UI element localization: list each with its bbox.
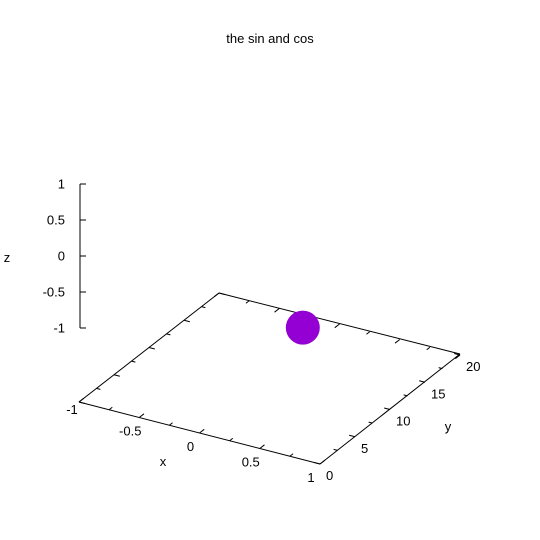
x-tick-back-1 <box>274 308 280 313</box>
y-tick-label-4: 20 <box>466 359 480 374</box>
ticks <box>78 183 461 465</box>
x-tick-back-3 <box>394 339 401 344</box>
x-axis-back-edge <box>218 292 461 355</box>
y-tick-label-1: 5 <box>361 441 368 456</box>
x-tick-1 <box>138 413 145 418</box>
x-tick-2 <box>199 428 205 434</box>
x-minor-tick-2 <box>229 437 234 442</box>
z-axis-label: z <box>4 250 11 265</box>
x-tick-0 <box>78 397 85 403</box>
y-tick-1 <box>349 434 356 438</box>
y-tick-label-0: 0 <box>326 468 333 483</box>
x-tick-label-3: 0.5 <box>242 455 260 470</box>
x-tick-label-4: 1 <box>307 470 314 485</box>
y-minor-tick-1 <box>368 421 373 424</box>
y-tick-left-4 <box>218 292 225 295</box>
y-tick-3 <box>419 380 426 383</box>
y-tick-0 <box>314 462 321 465</box>
y-tick-left-1 <box>113 374 120 377</box>
x-minor-tick-1 <box>169 422 173 426</box>
x-tick-back-4 <box>454 354 461 360</box>
x-tick-label-0: -1 <box>66 402 78 417</box>
y-tick-label-2: 10 <box>396 414 410 429</box>
x-tick-back-2 <box>334 323 340 329</box>
x-tick-label-1: -0.5 <box>119 424 141 439</box>
y-minor-tick-left-3 <box>201 306 206 309</box>
y-axis-label: y <box>445 419 452 434</box>
x-tick-label-2: 0 <box>187 439 194 454</box>
y-tick-label-3: 15 <box>431 386 445 401</box>
y-minor-tick-left-2 <box>166 333 171 336</box>
x-minor-tick-back-3 <box>426 346 431 351</box>
y-tick-2 <box>384 407 391 410</box>
x-tick-back-0 <box>213 292 220 298</box>
y-minor-tick-3 <box>438 367 443 370</box>
y-minor-tick-left-0 <box>96 387 101 390</box>
y-minor-tick-left-1 <box>131 360 136 363</box>
chart-title: the sin and cos <box>226 31 314 46</box>
y-minor-tick-2 <box>403 394 408 397</box>
data-point-0-0 <box>285 310 320 345</box>
y-tick-left-3 <box>183 319 190 323</box>
y-minor-tick-0 <box>333 448 338 451</box>
data-points <box>285 310 320 345</box>
z-tick-label-3: 0.5 <box>47 213 65 228</box>
x-tick-3 <box>259 444 265 449</box>
x-minor-tick-0 <box>108 406 113 411</box>
z-tick-label-4: 1 <box>58 177 65 192</box>
z-tick-label-1: -0.5 <box>43 285 65 300</box>
x-minor-tick-back-2 <box>366 331 370 335</box>
x-axis-label: x <box>160 454 167 469</box>
x-tick-4 <box>319 459 326 465</box>
x-minor-tick-3 <box>289 453 294 457</box>
z-tick-label-0: -1 <box>53 321 65 336</box>
x-minor-tick-back-0 <box>245 300 250 304</box>
y-tick-left-2 <box>148 347 155 350</box>
y-tick-left-0 <box>78 401 85 404</box>
z-tick-label-2: 0 <box>58 249 65 264</box>
y-tick-4 <box>454 353 461 356</box>
